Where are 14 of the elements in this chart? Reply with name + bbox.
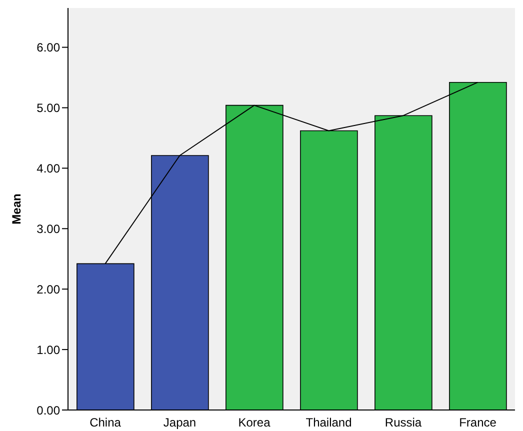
y-tick-label: 2.00 [36, 282, 60, 296]
x-tick-label: Korea [238, 416, 271, 430]
y-tick-label: 6.00 [36, 40, 60, 55]
x-tick-label: Thailand [306, 416, 352, 430]
x-tick-label: Japan [163, 416, 196, 430]
y-tick-label: 1.00 [36, 342, 60, 357]
x-tick-label: China [90, 416, 122, 430]
y-tick-label: 3.00 [36, 222, 60, 236]
y-tick-label: 0.00 [36, 403, 60, 418]
y-tick-label: 4.00 [36, 161, 60, 176]
y-axis-title: Mean [9, 194, 24, 224]
x-tick-label: Russia [384, 416, 422, 430]
y-tick-label: 5.00 [36, 101, 60, 116]
x-tick-label: France [459, 416, 497, 430]
